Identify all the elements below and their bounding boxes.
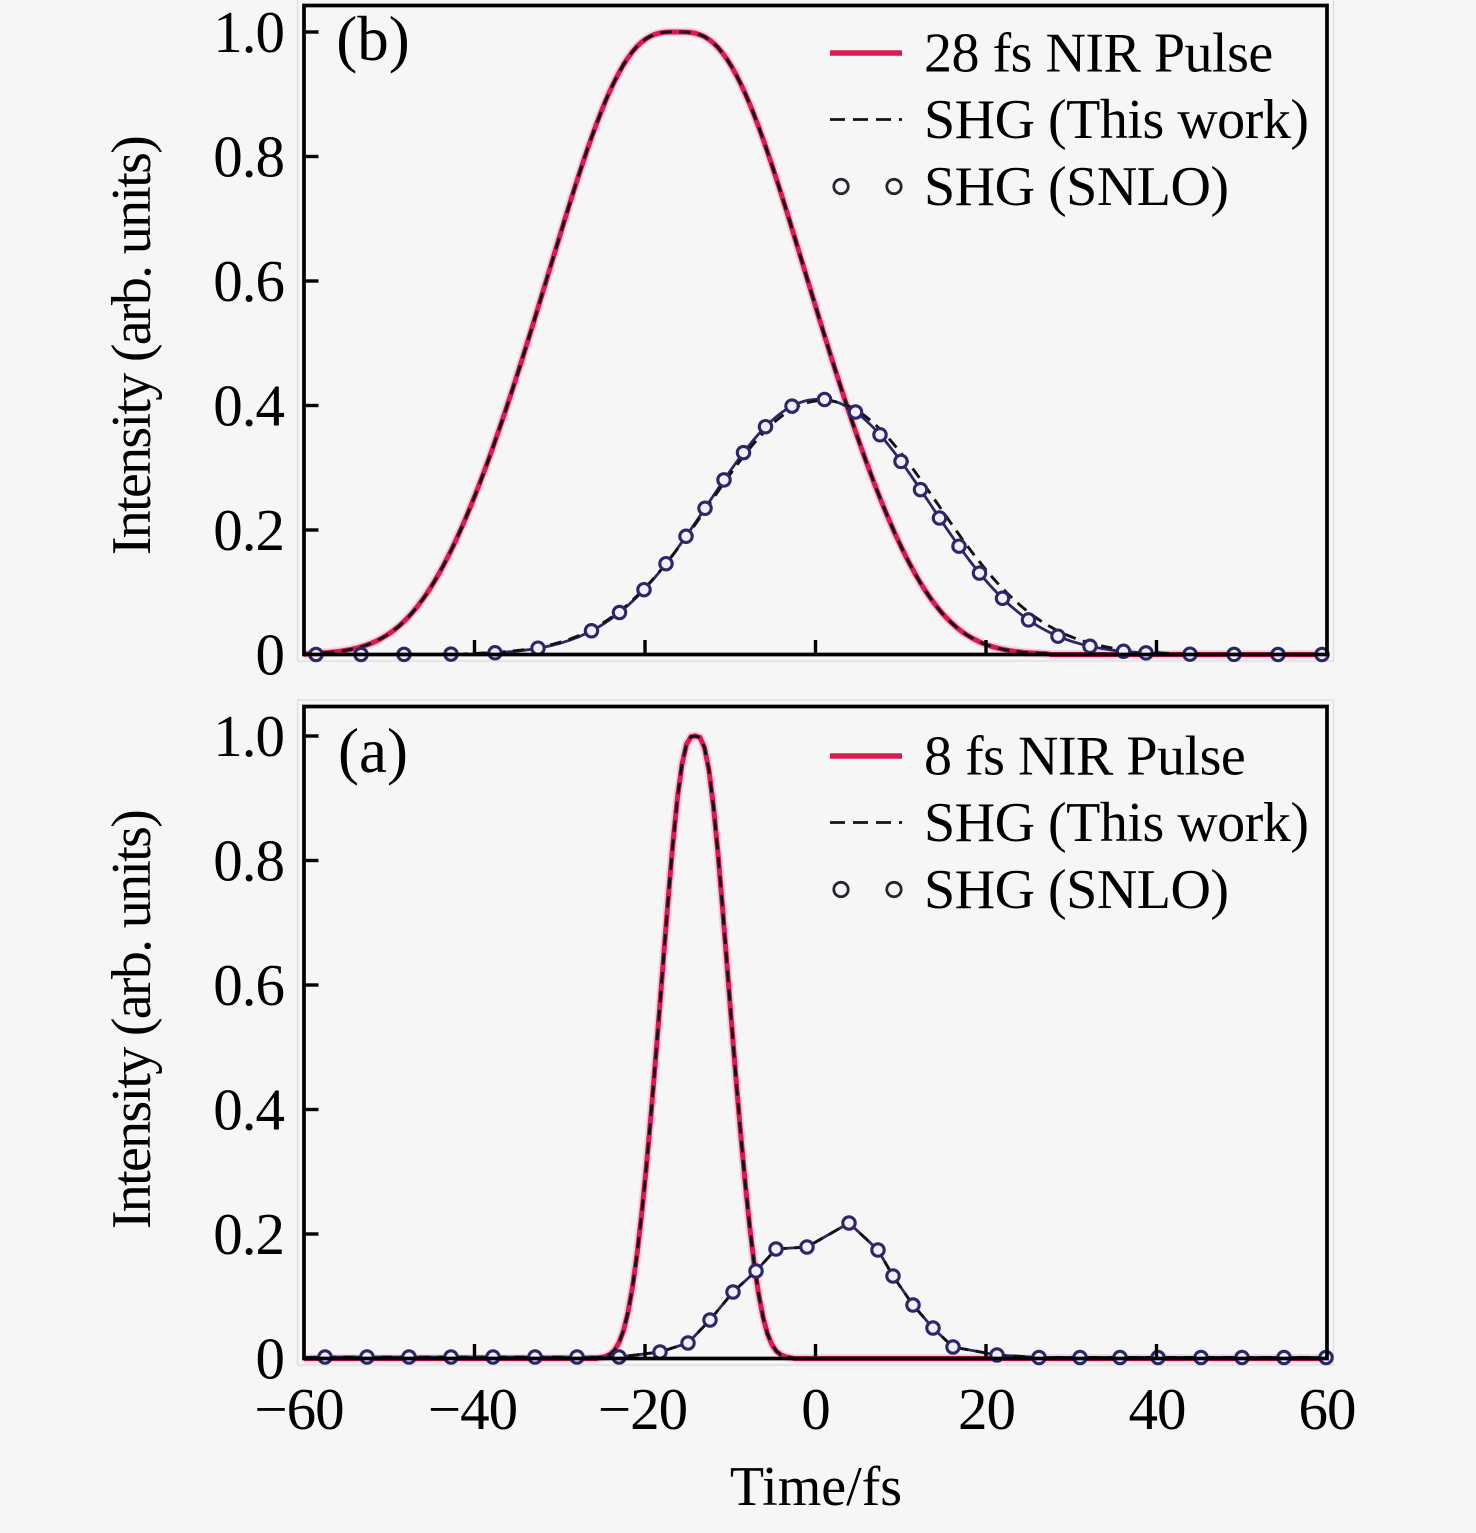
svg-text:SHG (This work): SHG (This work) [924, 89, 1308, 151]
svg-text:Intensity (arb. units): Intensity (arb. units) [101, 811, 163, 1229]
svg-text:−60: −60 [254, 1376, 343, 1442]
svg-text:−20: −20 [598, 1376, 687, 1442]
svg-text:60: 60 [1299, 1376, 1356, 1442]
svg-text:0.2: 0.2 [213, 1201, 284, 1267]
svg-text:−40: −40 [428, 1376, 517, 1442]
svg-text:0.4: 0.4 [213, 373, 284, 439]
svg-text:SHG (This work): SHG (This work) [924, 792, 1308, 854]
svg-text:0: 0 [256, 1326, 285, 1392]
svg-text:28 fs NIR Pulse: 28 fs NIR Pulse [924, 23, 1273, 85]
svg-text:0: 0 [256, 622, 285, 688]
svg-text:0: 0 [801, 1376, 830, 1442]
svg-text:40: 40 [1129, 1376, 1186, 1442]
svg-text:0.6: 0.6 [213, 248, 284, 314]
svg-text:8 fs NIR Pulse: 8 fs NIR Pulse [924, 726, 1245, 788]
svg-text:1.0: 1.0 [213, 703, 284, 769]
svg-text:0.8: 0.8 [213, 828, 284, 894]
svg-text:SHG (SNLO): SHG (SNLO) [924, 156, 1229, 218]
svg-text:20: 20 [958, 1376, 1015, 1442]
svg-text:Time/fs: Time/fs [730, 1456, 902, 1518]
svg-text:1.0: 1.0 [213, 0, 284, 65]
svg-text:0.6: 0.6 [213, 952, 284, 1018]
svg-text:0.4: 0.4 [213, 1077, 284, 1143]
svg-text:(b): (b) [336, 4, 409, 74]
svg-text:SHG (SNLO): SHG (SNLO) [924, 859, 1229, 921]
svg-text:Intensity (arb. units): Intensity (arb. units) [101, 137, 163, 555]
svg-text:(a): (a) [338, 716, 408, 786]
svg-text:0.2: 0.2 [213, 497, 284, 563]
svg-text:0.8: 0.8 [213, 124, 284, 190]
